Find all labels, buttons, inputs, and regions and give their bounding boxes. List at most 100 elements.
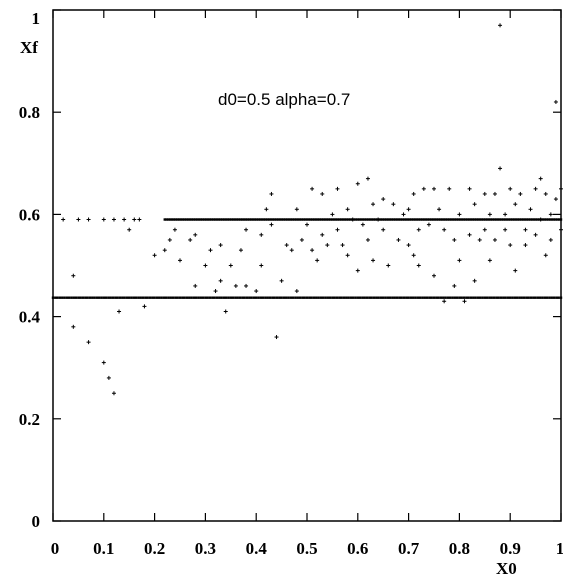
scatter-point (477, 237, 482, 242)
band-point (203, 218, 206, 221)
band-point (107, 296, 110, 299)
band-point (492, 296, 496, 299)
scatter-point (259, 232, 264, 237)
band-point (268, 218, 271, 221)
scatter-point (426, 222, 431, 227)
band-point (111, 296, 115, 299)
band-point (325, 218, 329, 221)
band-point (220, 296, 223, 299)
scatter-point (518, 191, 523, 196)
band-point (485, 218, 489, 221)
band-point (458, 218, 462, 221)
band-point (557, 296, 560, 299)
band-point (379, 218, 383, 221)
band-point (148, 296, 152, 299)
band-point (116, 296, 119, 299)
band-point (169, 296, 172, 299)
band-point (219, 218, 222, 221)
scatter-point (127, 227, 132, 232)
band-point (523, 218, 527, 221)
band-point (177, 218, 181, 221)
scatter-point (416, 263, 421, 268)
band-point (545, 296, 549, 299)
band-point (61, 296, 64, 299)
scatter-point (467, 186, 472, 191)
scatter-point (487, 258, 492, 263)
band-point (134, 296, 138, 299)
band-point (505, 218, 509, 221)
band-point (323, 218, 327, 221)
band-point (356, 218, 359, 221)
scatter-point (233, 283, 238, 288)
band-point (289, 218, 293, 221)
band-point (446, 218, 449, 221)
band-point (167, 296, 170, 299)
scatter-point (406, 243, 411, 248)
scatter-point (386, 263, 391, 268)
scatter-point (472, 278, 477, 283)
band-point (509, 296, 512, 299)
band-point (497, 296, 500, 299)
band-point (431, 218, 435, 221)
band-point (97, 296, 101, 299)
band-point (525, 296, 528, 299)
band-point (192, 218, 195, 221)
band-point (291, 218, 294, 221)
band-point (298, 218, 302, 221)
band-point (79, 296, 82, 299)
band-point (550, 218, 554, 221)
scatter-point (533, 232, 538, 237)
band-point (242, 218, 246, 221)
scatter-point (122, 217, 127, 222)
band-point (384, 296, 387, 299)
band-point (250, 296, 253, 299)
band-point (388, 296, 392, 299)
band-point (391, 296, 394, 299)
band-point (345, 218, 348, 221)
band-point (374, 218, 377, 221)
band-point (415, 218, 419, 221)
band-point (304, 218, 307, 221)
scatter-point (106, 375, 111, 380)
band-point (504, 296, 507, 299)
band-point (392, 218, 395, 221)
band-point (361, 296, 364, 299)
band-point (155, 296, 159, 299)
scatter-point (269, 191, 274, 196)
band-point (194, 218, 197, 221)
band-point (451, 296, 454, 299)
band-point (264, 296, 267, 299)
band-point (370, 296, 373, 299)
band-point (529, 296, 533, 299)
scatter-point (330, 212, 335, 217)
tick-labels: 0 0.1 0.2 0.3 0.4 0.5 0.6 0.7 0.8 0.9 1 0 0.2 0.4 0.6 0… (19, 9, 563, 558)
band-point (520, 296, 523, 299)
band-point (451, 218, 455, 221)
scatter-point (503, 227, 508, 232)
band-point (257, 218, 260, 221)
band-point (552, 218, 555, 221)
band-point (532, 218, 536, 221)
scatter-point (360, 222, 365, 227)
band-point (433, 218, 437, 221)
band-point (543, 296, 547, 299)
band-point (179, 218, 183, 221)
band-point (478, 218, 482, 221)
band-point (338, 218, 341, 221)
band-point (401, 218, 404, 221)
scatter-point (416, 227, 421, 232)
band-point (301, 296, 304, 299)
band-point (424, 218, 428, 221)
band-point (478, 296, 482, 299)
band-point (280, 296, 283, 299)
band-point (400, 296, 403, 299)
band-point (174, 296, 177, 299)
band-point (275, 218, 278, 221)
band-point (480, 218, 483, 221)
band-point (340, 296, 343, 299)
band-point (250, 218, 253, 221)
band-point (63, 296, 66, 299)
band-point (457, 218, 460, 221)
band-point (186, 218, 190, 221)
band-point (201, 218, 204, 221)
